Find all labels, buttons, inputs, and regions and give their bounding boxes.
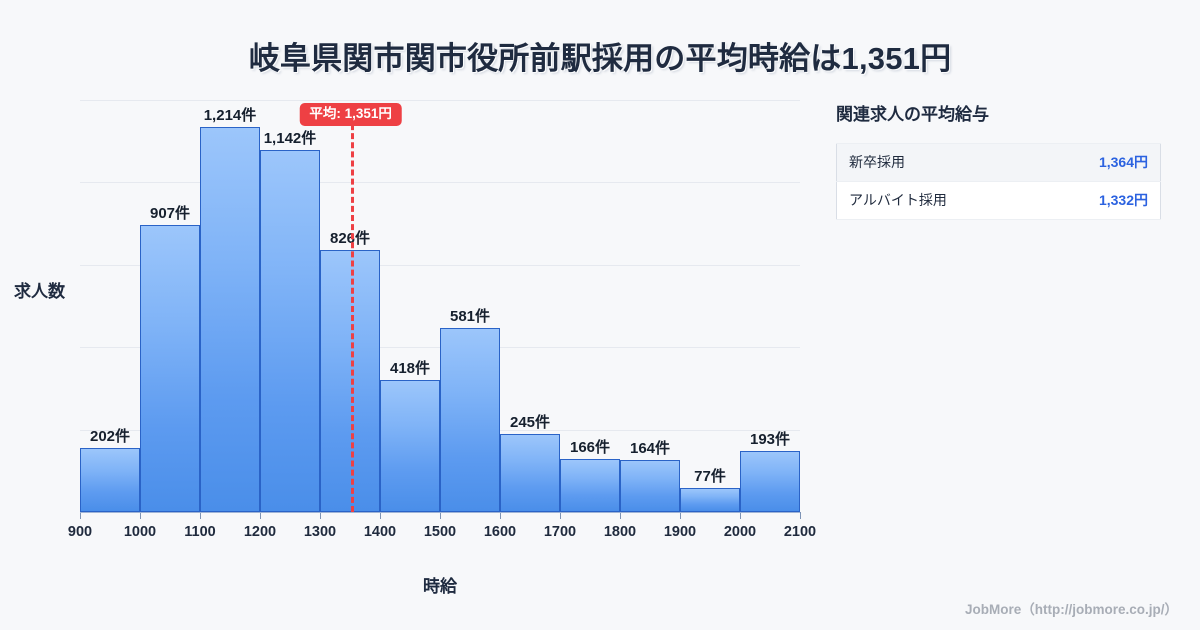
x-axis-tick-label: 1200 [243, 524, 277, 540]
bar-value-label: 1,142件 [263, 130, 317, 148]
x-axis-tick-label: 1400 [363, 524, 397, 540]
bar-value-label: 826件 [329, 230, 371, 248]
histogram-bar [740, 450, 800, 512]
x-axis-tick [320, 512, 321, 519]
histogram-bar [140, 224, 200, 512]
x-axis-tick-label: 1900 [663, 524, 697, 540]
x-axis-tick-label: 1300 [303, 524, 337, 540]
x-axis-label: 時給 [423, 577, 457, 596]
gridline [80, 100, 800, 101]
histogram-bar [260, 150, 320, 512]
related-salary-panel: 関連求人の平均給与 新卒採用 1,364円 アルバイト採用 1,332円 [836, 100, 1168, 220]
x-axis-tick [260, 512, 261, 519]
bar-value-label: 193件 [749, 430, 791, 448]
x-axis-tick [500, 512, 501, 519]
bar-value-label: 907件 [149, 204, 191, 222]
histogram-bar [680, 487, 740, 512]
table-row: 新卒採用 1,364円 [836, 143, 1161, 182]
bar-value-label: 166件 [569, 439, 611, 457]
x-axis-tick-label: 1000 [123, 524, 157, 540]
x-axis-tick [200, 512, 201, 519]
bar-value-label: 418件 [389, 359, 431, 377]
histogram-bar [440, 327, 500, 512]
bar-value-label: 245件 [509, 414, 551, 432]
average-badge: 平均: 1,351円 [299, 103, 402, 126]
histogram-bar [560, 459, 620, 512]
table-row: アルバイト採用 1,332円 [836, 181, 1161, 220]
average-line [350, 115, 354, 512]
x-axis-tick [740, 512, 741, 519]
x-axis-tick [140, 512, 141, 519]
histogram-bar [500, 434, 560, 512]
x-axis-tick-label: 1500 [423, 524, 457, 540]
bar-value-label: 1,214件 [203, 107, 257, 125]
bar-value-label: 164件 [629, 440, 671, 458]
x-axis-tick [800, 512, 801, 519]
axis-baseline [80, 512, 800, 513]
x-axis-tick [620, 512, 621, 519]
gridline [80, 264, 800, 266]
histogram-bar [380, 379, 440, 512]
histogram-bar [620, 460, 680, 512]
salary-row-label: アルバイト採用 [836, 181, 1039, 220]
x-axis-tick [380, 512, 381, 519]
bar-value-label: 581件 [449, 307, 491, 325]
x-axis-tick [80, 512, 81, 519]
histogram-bar [320, 250, 380, 512]
bar-value-label: 77件 [694, 467, 726, 485]
x-axis-tick-label: 2000 [723, 524, 757, 540]
x-axis-tick-label: 1800 [603, 524, 637, 540]
salary-row-value: 1,364円 [1038, 143, 1161, 182]
salary-row-value: 1,332円 [1038, 181, 1161, 220]
y-axis-label: 求人数 [14, 282, 65, 301]
x-axis-tick [680, 512, 681, 519]
x-axis-tick-label: 900 [67, 524, 93, 540]
bar-value-label: 202件 [89, 427, 131, 445]
footer-credit: JobMore（http://jobmore.co.jp/） [965, 602, 1178, 617]
histogram-bar [200, 127, 260, 512]
x-axis-tick [440, 512, 441, 519]
x-axis-tick-label: 1100 [184, 524, 216, 540]
histogram-bar [80, 447, 140, 512]
x-axis-tick-label: 1700 [543, 524, 577, 540]
related-salary-title: 関連求人の平均給与 [836, 105, 989, 124]
x-axis-tick-label: 1600 [483, 524, 517, 540]
x-axis-tick [560, 512, 561, 519]
page-title: 岐阜県関市関市役所前駅採用の平均時給は1,351円 [248, 41, 952, 76]
histogram-chart: 求人数 202件 907件 1,214件 1,142件 826件 418件 581件 245件… [14, 100, 816, 596]
x-axis-tick-label: 2100 [783, 524, 817, 540]
salary-row-label: 新卒採用 [836, 143, 1039, 182]
gridline [80, 182, 800, 184]
related-salary-table: 新卒採用 1,364円 アルバイト採用 1,332円 [836, 143, 1161, 220]
